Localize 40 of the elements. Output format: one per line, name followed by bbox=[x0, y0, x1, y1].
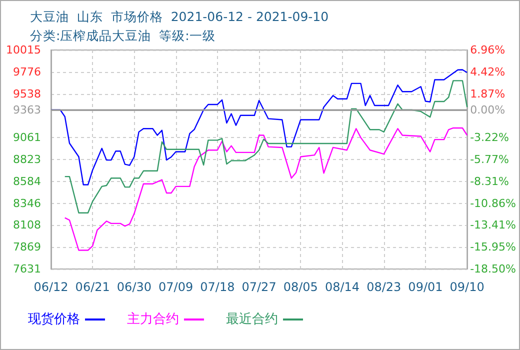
x-tick-label: 06/12 bbox=[34, 280, 68, 294]
y-tick-label: 9363 bbox=[13, 103, 41, 116]
x-tick-label: 09/01 bbox=[408, 280, 443, 294]
y-tick-label: 8108 bbox=[13, 218, 41, 232]
y-tick-label: 7631 bbox=[13, 262, 41, 276]
y2-tick-label: -15.95% bbox=[470, 240, 516, 254]
x-tick-label: 06/30 bbox=[116, 280, 152, 294]
y2-tick-label: -3.22% bbox=[470, 131, 510, 144]
x-tick-label: 07/18 bbox=[200, 280, 235, 294]
y2-tick-label: 1.87% bbox=[470, 87, 506, 100]
y2-tick-label: 0.00% bbox=[470, 103, 506, 116]
line-series bbox=[64, 80, 468, 214]
y-tick-label: 8823 bbox=[13, 153, 41, 166]
chart-title: 大豆油 山东 市场价格 2021-06-12 - 2021-09-10 bbox=[30, 9, 329, 24]
y-tick-label: 9776 bbox=[13, 65, 41, 78]
x-tick-label: 09/10 bbox=[450, 280, 484, 294]
y2-tick-label: 6.96% bbox=[470, 44, 506, 56]
x-tick-label: 08/14 bbox=[324, 280, 360, 294]
x-tick-label: 08/05 bbox=[283, 280, 318, 294]
line-series bbox=[64, 127, 468, 251]
legend-label: 主力合约 bbox=[127, 311, 179, 327]
x-tick-label: 07/09 bbox=[158, 280, 194, 294]
legend-label: 最近合约 bbox=[226, 312, 278, 327]
y2-tick-label: 4.42% bbox=[470, 65, 506, 78]
chart-subtitle: 分类:压榨成品大豆油 等级:一级 bbox=[30, 28, 216, 43]
y2-tick-label: -10.86% bbox=[470, 196, 516, 210]
y-tick-label: 7869 bbox=[13, 240, 41, 254]
y-tick-label: 9538 bbox=[13, 87, 41, 100]
y-tick-label: 10015 bbox=[6, 44, 41, 56]
y-tick-label: 8346 bbox=[13, 196, 41, 210]
y2-tick-label: -8.31% bbox=[470, 174, 510, 188]
x-tick-label: 06/21 bbox=[75, 280, 110, 294]
x-tick-label: 07/27 bbox=[242, 280, 276, 294]
y2-tick-label: -5.77% bbox=[470, 153, 510, 166]
y-tick-label: 8584 bbox=[13, 174, 41, 188]
y2-tick-label: -13.41% bbox=[470, 218, 516, 232]
y2-tick-label: -18.50% bbox=[470, 262, 516, 276]
legend-label: 现货价格 bbox=[28, 312, 80, 327]
y-tick-label: 9061 bbox=[13, 131, 41, 144]
x-tick-label: 08/23 bbox=[366, 280, 402, 294]
